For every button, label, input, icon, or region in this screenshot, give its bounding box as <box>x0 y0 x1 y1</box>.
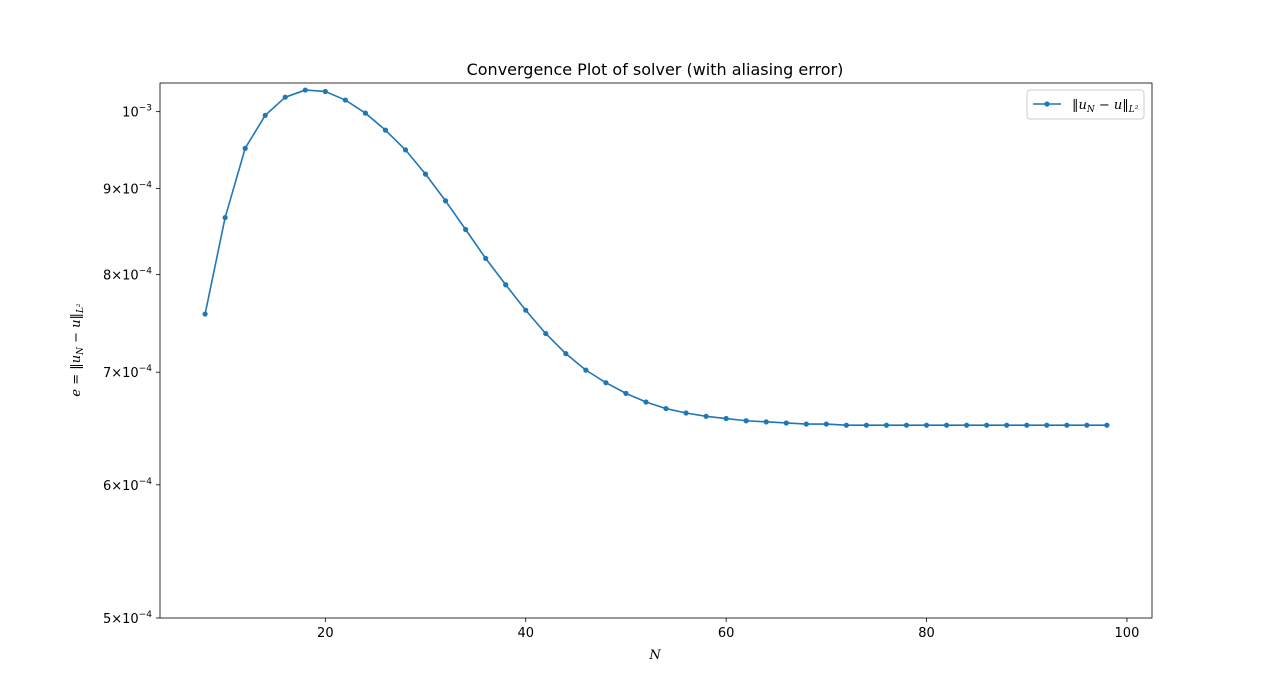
data-point <box>783 420 789 426</box>
x-tick-label: 20 <box>317 626 334 641</box>
data-point <box>883 422 890 428</box>
data-point <box>623 390 629 396</box>
data-point <box>1004 422 1010 428</box>
data-point <box>1044 422 1050 428</box>
data-point <box>382 127 389 133</box>
plot-area <box>159 82 1153 619</box>
data-point <box>603 380 609 386</box>
data-point <box>342 97 348 103</box>
y-tick-label: 9×10−4 <box>103 181 152 198</box>
data-point <box>1084 422 1090 428</box>
data-point <box>402 147 409 153</box>
data-point <box>442 198 449 204</box>
y-tick-label: 5×10−4 <box>103 610 152 627</box>
x-tick-label: 60 <box>718 626 735 641</box>
data-point <box>262 112 268 118</box>
x-tick-label: 40 <box>517 626 534 641</box>
data-point <box>302 87 308 93</box>
data-point <box>663 405 669 412</box>
legend-box <box>1026 89 1145 120</box>
data-point <box>543 330 549 337</box>
data-point <box>282 94 288 100</box>
x-tick-label: 100 <box>1115 626 1140 641</box>
y-tick-label: 7×10−4 <box>103 364 152 381</box>
data-point <box>242 145 248 151</box>
data-point <box>743 418 749 424</box>
data-point <box>703 413 709 419</box>
y-axis: 5×10−4 6×10−4 7×10−4 8×10−4 9×10−4 10−3 <box>103 104 160 627</box>
data-point <box>202 311 208 317</box>
legend-label: ‖uN − u‖L² <box>1072 98 1139 115</box>
data-point <box>763 419 769 425</box>
data-point <box>683 410 689 416</box>
y-axis-label: e = ‖uN − u‖L² <box>69 303 86 397</box>
data-point <box>583 367 589 373</box>
data-point <box>563 351 569 357</box>
data-point <box>643 399 649 405</box>
plot-frame <box>159 82 1153 619</box>
data-point <box>863 422 870 428</box>
data-point <box>1024 422 1030 428</box>
data-point <box>322 88 328 95</box>
y-tick-label: 8×10−4 <box>103 267 152 284</box>
data-point <box>1104 422 1110 428</box>
data-point <box>422 171 429 177</box>
x-axis-label: N <box>648 648 661 663</box>
y-tick-label: 6×10−4 <box>103 477 152 494</box>
chart-title: Convergence Plot of solver (with aliasin… <box>467 60 844 79</box>
data-point <box>222 214 228 221</box>
data-point <box>823 421 829 427</box>
data-point <box>984 422 990 428</box>
data-point <box>903 422 910 428</box>
data-point <box>523 307 529 313</box>
data-point <box>362 110 369 116</box>
data-point <box>964 422 970 428</box>
legend: ‖uN − u‖L² <box>1026 89 1145 120</box>
svg-text:e = ‖uN − u‖L²: e = ‖uN − u‖L² <box>69 303 86 397</box>
series-line <box>204 89 1107 427</box>
data-point <box>1064 422 1070 428</box>
data-point <box>503 282 509 288</box>
data-point <box>483 255 489 262</box>
data-point <box>943 422 950 428</box>
y-tick-label: 10−3 <box>122 104 152 121</box>
data-point <box>923 422 930 428</box>
data-point <box>723 415 729 422</box>
data-point <box>803 421 809 427</box>
x-axis: 20 40 60 80 100 <box>317 618 1139 641</box>
data-point <box>463 226 469 233</box>
legend-point-marker <box>1044 101 1050 107</box>
x-tick-label: 80 <box>918 626 935 641</box>
data-point <box>843 422 849 428</box>
